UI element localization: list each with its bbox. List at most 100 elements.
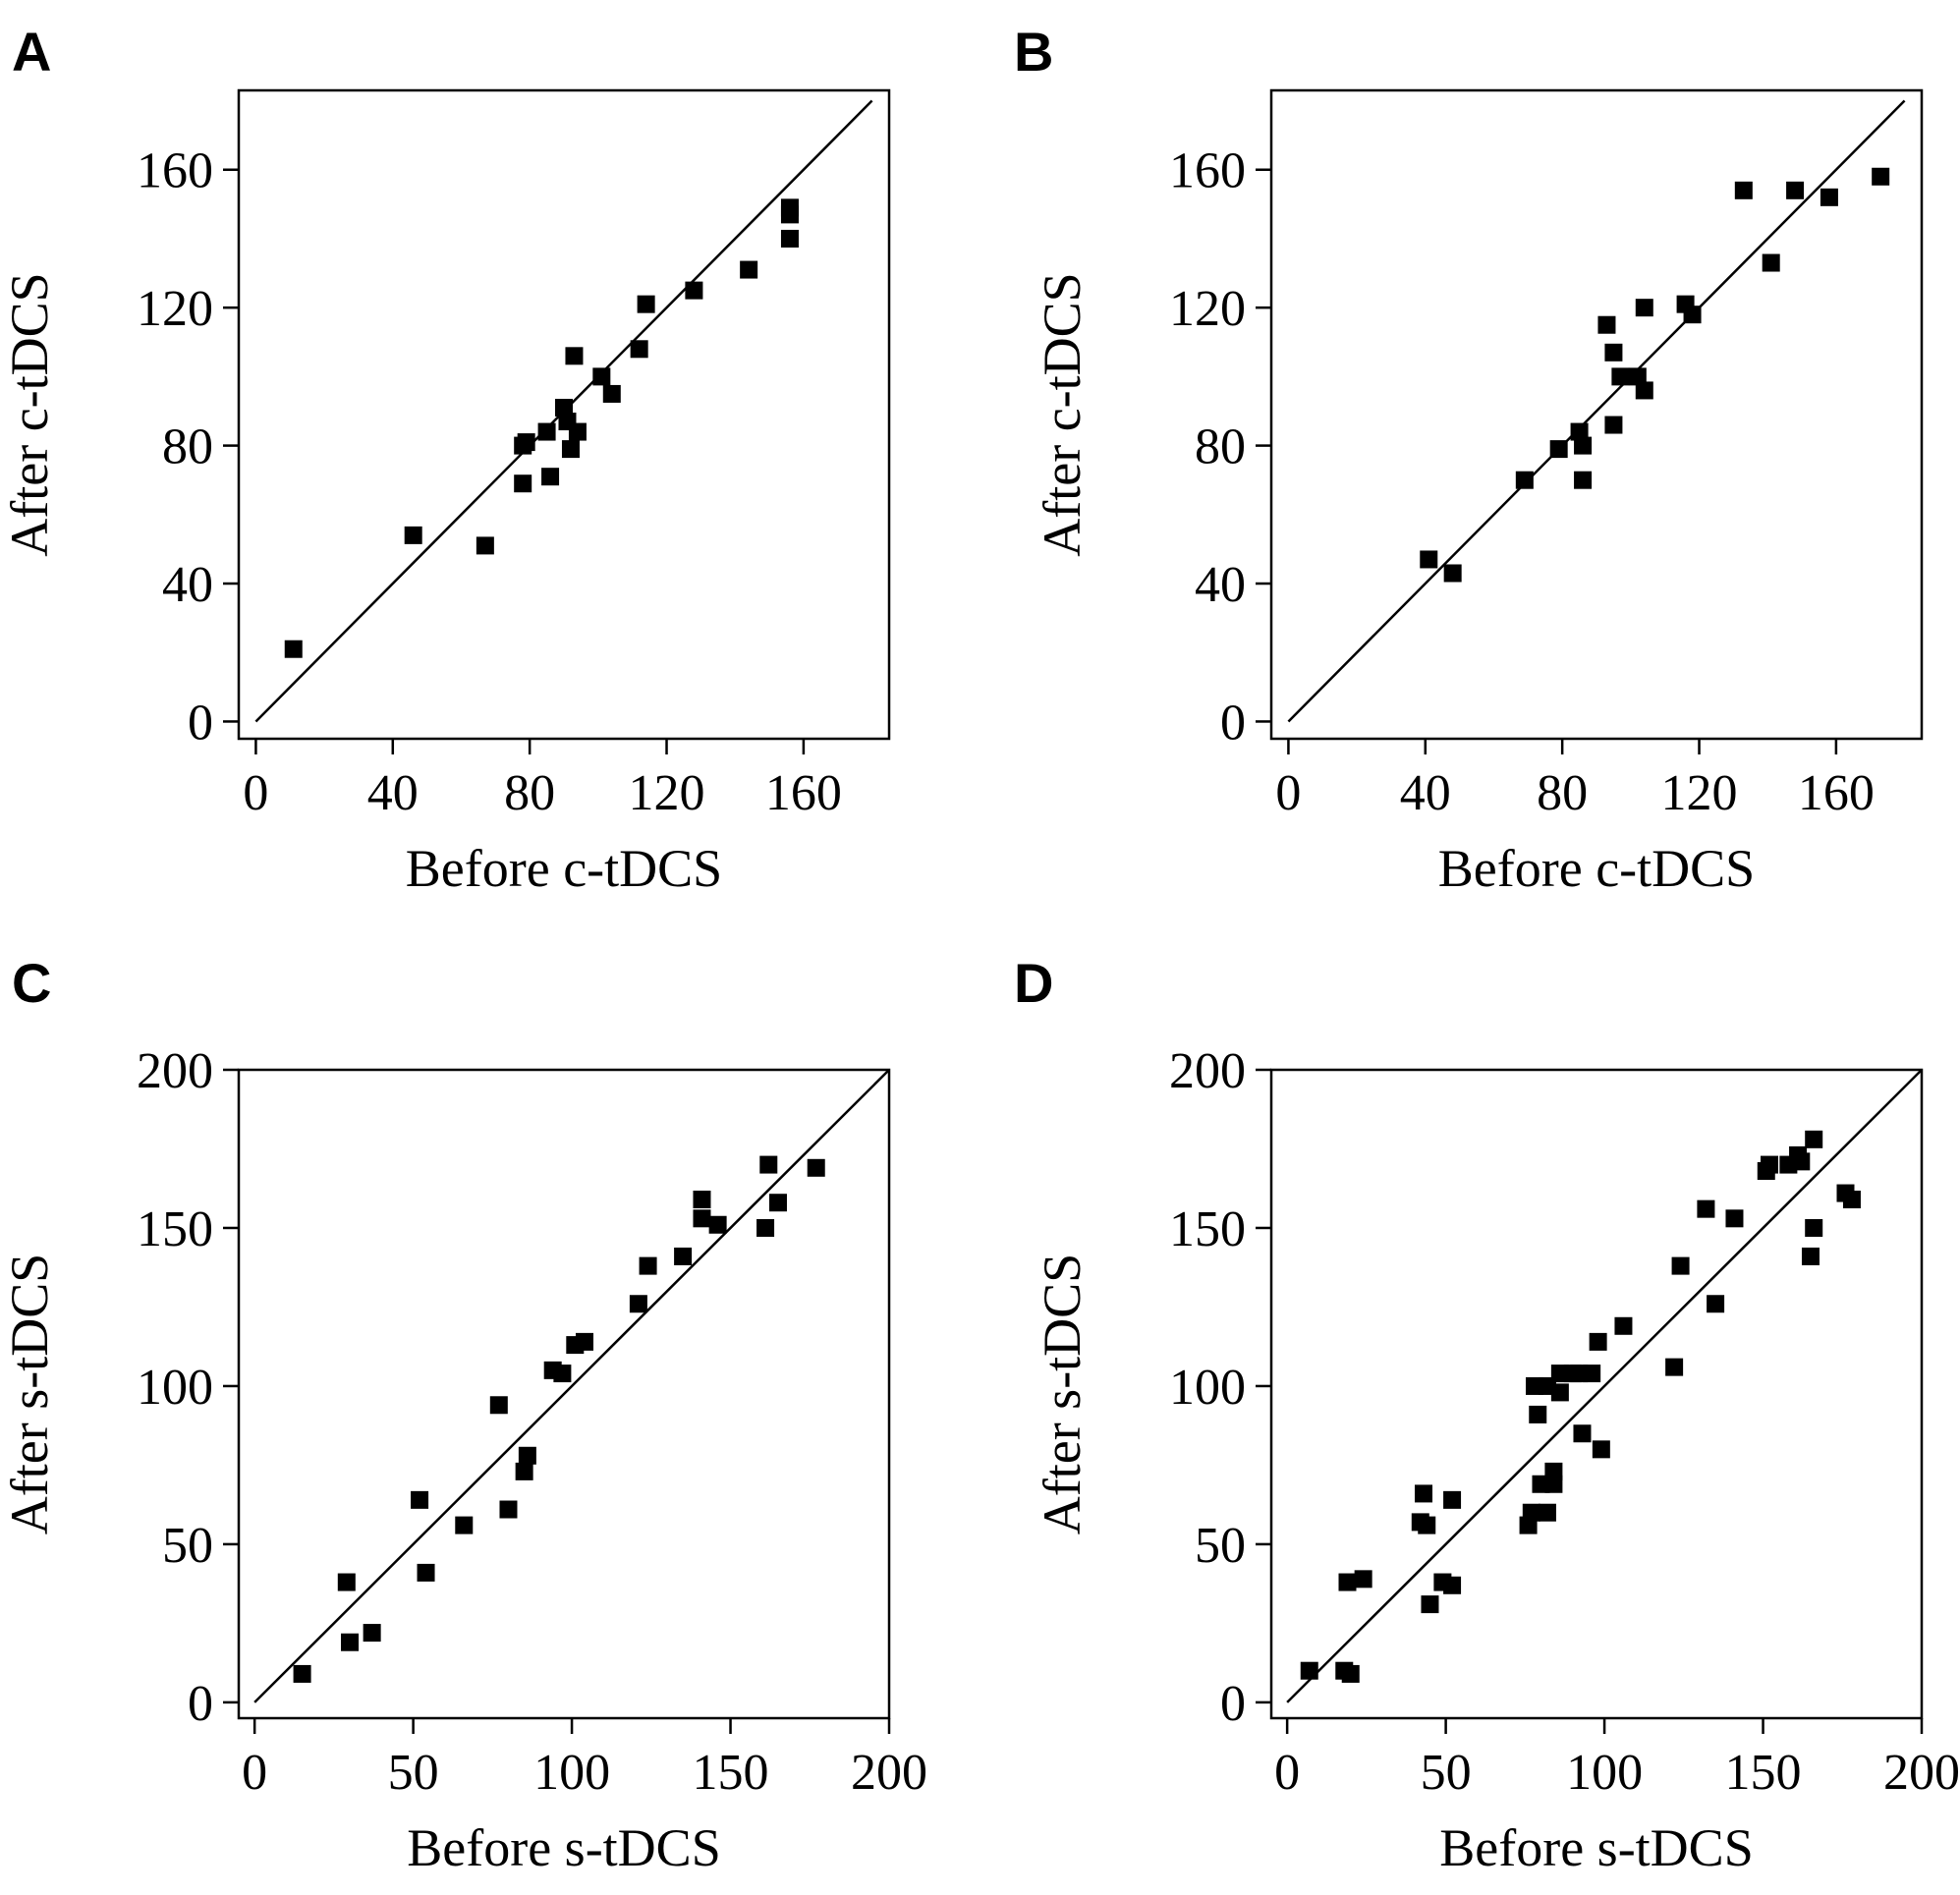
x-tick-label-d-0: 0 [1274,1745,1300,1801]
x-tick-label-a-2: 80 [504,765,555,821]
data-point-b-5 [1574,436,1593,455]
y-tick-label-d-3: 150 [1169,1201,1246,1257]
data-point-d-41 [1805,1218,1823,1237]
data-point-d-17 [1538,1503,1556,1522]
x-axis-label-b: Before c-tDCS [1438,839,1755,898]
data-point-d-6 [1415,1484,1433,1503]
panel-label-b: B [1014,21,1053,83]
ticks-b: 0 40 80 120 160 0 40 80 120 160 [1169,143,1875,821]
data-point-c-12 [553,1365,572,1383]
data-point-a-21 [780,229,799,248]
data-point-d-29 [1614,1316,1633,1335]
data-point-d-33 [1707,1295,1725,1313]
data-point-d-26 [1583,1365,1601,1383]
data-point-b-9 [1604,343,1623,362]
data-point-c-14 [575,1332,593,1351]
data-point-a-14 [602,384,621,403]
data-point-c-1 [337,1573,356,1591]
data-point-d-15 [1529,1405,1547,1423]
data-point-c-21 [756,1218,775,1237]
data-point-c-20 [708,1215,727,1234]
ticks-c: 0 50 100 150 200 0 50 100 150 200 [137,1043,927,1801]
y-tick-label-d-1: 50 [1195,1518,1246,1574]
y-tick-label-c-1: 50 [162,1518,213,1574]
y-tick-label-b-1: 40 [1195,557,1246,613]
data-point-b-7 [1604,416,1623,434]
x-axis-label-c: Before s-tDCS [407,1818,720,1877]
panel-b: B 0 40 80 120 160 0 40 80 120 160 Before c-tDCS A… [1014,21,1924,898]
x-tick-label-b-1: 40 [1400,765,1451,821]
ticks-d: 0 50 100 150 200 0 50 100 150 200 [1169,1043,1960,1801]
data-point-a-8 [555,398,573,417]
data-point-d-42 [1805,1130,1823,1148]
panel-label-c: C [12,952,51,1014]
data-point-c-17 [674,1247,693,1265]
data-point-a-2 [476,536,494,555]
data-point-c-9 [515,1462,533,1480]
y-tick-label-d-4: 200 [1169,1043,1246,1099]
x-tick-label-c-2: 100 [533,1745,610,1801]
y-axis-label-d: After s-tDCS [1033,1254,1092,1534]
data-point-d-27 [1589,1332,1607,1351]
data-point-a-7 [537,422,556,441]
data-point-a-11 [568,422,587,441]
data-point-c-24 [807,1158,825,1177]
data-point-a-17 [685,281,703,300]
y-tick-label-a-3: 120 [137,281,213,337]
data-point-c-7 [489,1396,508,1415]
y-axis-label-c: After s-tDCS [0,1254,59,1534]
y-tick-label-a-4: 160 [137,143,213,199]
data-point-d-28 [1592,1440,1610,1459]
y-tick-label-c-4: 200 [137,1043,213,1099]
x-tick-label-d-2: 100 [1566,1745,1643,1801]
data-point-c-16 [639,1256,657,1275]
x-tick-label-c-4: 200 [851,1745,927,1801]
ticks-a: 0 40 80 120 160 0 40 80 120 160 [137,143,842,821]
data-point-d-36 [1760,1155,1778,1174]
y-tick-label-a-1: 40 [162,557,213,613]
data-point-d-0 [1300,1661,1318,1680]
data-point-a-6 [541,468,560,486]
panel-label-d: D [1014,952,1053,1014]
plot-frame-c [237,1068,891,1720]
data-point-b-3 [1549,440,1568,459]
data-point-c-5 [417,1563,435,1582]
data-point-d-11 [1443,1490,1462,1509]
x-tick-label-d-3: 150 [1725,1745,1802,1801]
y-tick-label-a-2: 80 [162,419,213,475]
data-point-a-0 [284,640,303,658]
y-tick-label-d-0: 0 [1220,1676,1246,1732]
data-point-c-8 [499,1500,518,1519]
data-point-a-16 [637,295,655,313]
data-point-d-4 [1354,1570,1372,1588]
data-point-d-7 [1418,1516,1436,1534]
x-tick-label-c-3: 150 [693,1745,769,1801]
data-point-d-39 [1792,1152,1811,1171]
data-point-d-32 [1697,1199,1715,1218]
data-point-c-3 [363,1624,381,1643]
data-point-b-20 [1872,167,1890,186]
x-tick-label-d-1: 50 [1421,1745,1472,1801]
data-point-d-3 [1341,1664,1360,1683]
data-point-a-20 [780,205,799,224]
data-point-c-0 [293,1664,311,1683]
data-point-c-15 [629,1295,647,1313]
data-point-a-4 [517,433,535,452]
data-point-b-16 [1734,181,1753,199]
data-point-a-18 [740,260,758,279]
y-axis-label-b: After c-tDCS [1033,272,1092,556]
y-tick-label-c-3: 150 [137,1201,213,1257]
data-point-d-2 [1338,1573,1357,1591]
data-point-d-10 [1443,1576,1462,1594]
data-point-b-11 [1628,367,1647,386]
data-point-a-12 [565,347,584,365]
data-point-a-15 [630,340,648,359]
data-point-d-20 [1544,1462,1563,1480]
y-axis-label-a: After c-tDCS [0,272,59,556]
data-point-b-8 [1597,315,1616,334]
y-tick-label-b-4: 160 [1169,143,1246,199]
data-point-b-12 [1635,381,1653,400]
data-point-b-4 [1570,422,1589,441]
data-point-b-13 [1635,299,1653,317]
